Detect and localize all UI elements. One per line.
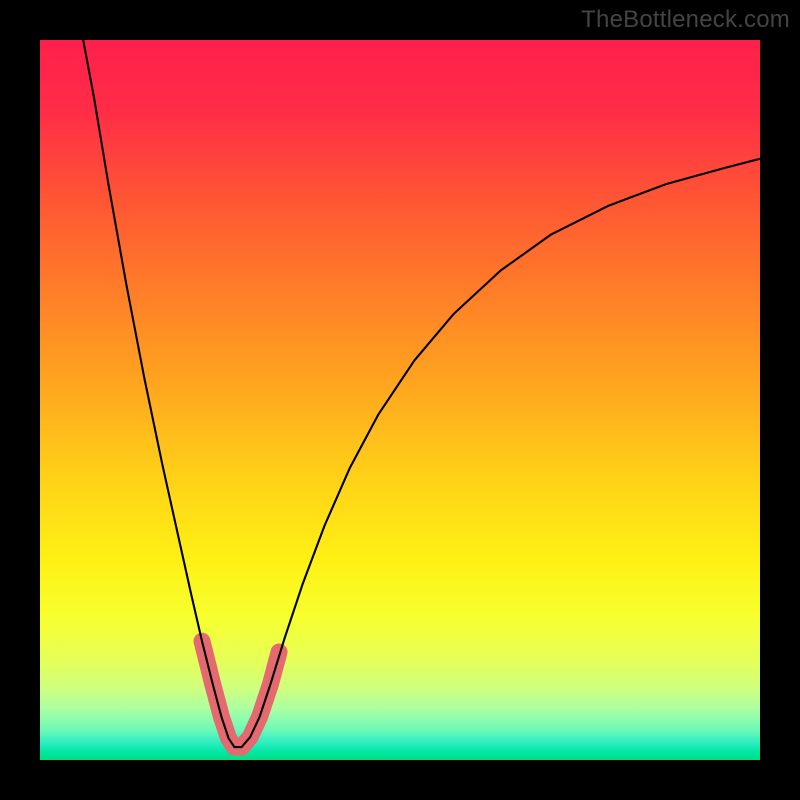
watermark-text: TheBottleneck.com: [581, 6, 790, 34]
chart-svg: [0, 0, 800, 800]
figure-root: TheBottleneck.com: [0, 0, 800, 800]
